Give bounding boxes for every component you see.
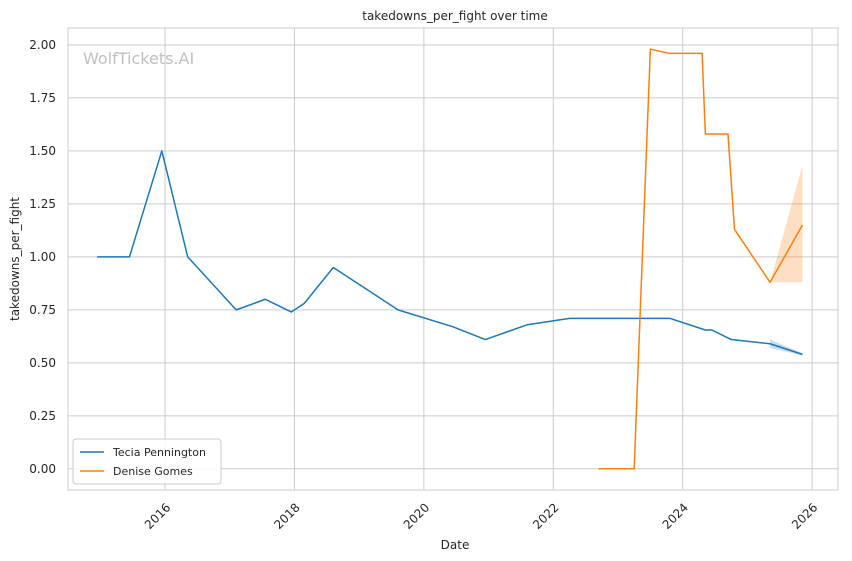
- confidence-bands: [770, 165, 803, 356]
- x-tick-label: 2024: [660, 500, 691, 531]
- x-tick-label: 2026: [789, 500, 820, 531]
- x-tick-label: 2018: [271, 500, 302, 531]
- y-tick-label: 1.50: [29, 144, 56, 158]
- y-tick-label: 1.25: [29, 197, 56, 211]
- series-line: [97, 150, 803, 356]
- plot-frame: [67, 27, 839, 491]
- x-axis-ticks: 2016 2018 2020 2022 2024 2026: [142, 500, 821, 531]
- x-axis-title: Date: [441, 538, 470, 552]
- chart-title: takedowns_per_fight over time: [362, 9, 548, 23]
- y-tick-label: 1.00: [29, 250, 56, 264]
- y-tick-label: 1.75: [29, 91, 56, 105]
- legend-label: Denise Gomes: [113, 465, 193, 478]
- series-lines: [97, 48, 804, 470]
- grid: [68, 28, 838, 490]
- legend-box: [72, 438, 222, 485]
- y-tick-label: 0.75: [29, 303, 56, 317]
- x-tick-label: 2022: [530, 500, 561, 531]
- y-tick-label: 0.00: [29, 462, 56, 476]
- legend-label: Tecia Pennington: [112, 446, 206, 459]
- series-line: [598, 48, 804, 470]
- confidence-band: [770, 165, 803, 283]
- x-tick-label: 2020: [401, 500, 432, 531]
- watermark-text: WolfTickets.AI: [83, 49, 194, 68]
- y-axis-title: takedowns_per_fight: [8, 197, 22, 321]
- legend: Tecia Pennington Denise Gomes: [72, 438, 222, 485]
- y-tick-label: 2.00: [29, 38, 56, 52]
- x-tick-label: 2016: [142, 500, 173, 531]
- y-tick-label: 0.50: [29, 356, 56, 370]
- y-tick-label: 0.25: [29, 409, 56, 423]
- y-axis-ticks: 0.00 0.25 0.50 0.75 1.00 1.25 1.50 1.75 2.00: [29, 38, 56, 476]
